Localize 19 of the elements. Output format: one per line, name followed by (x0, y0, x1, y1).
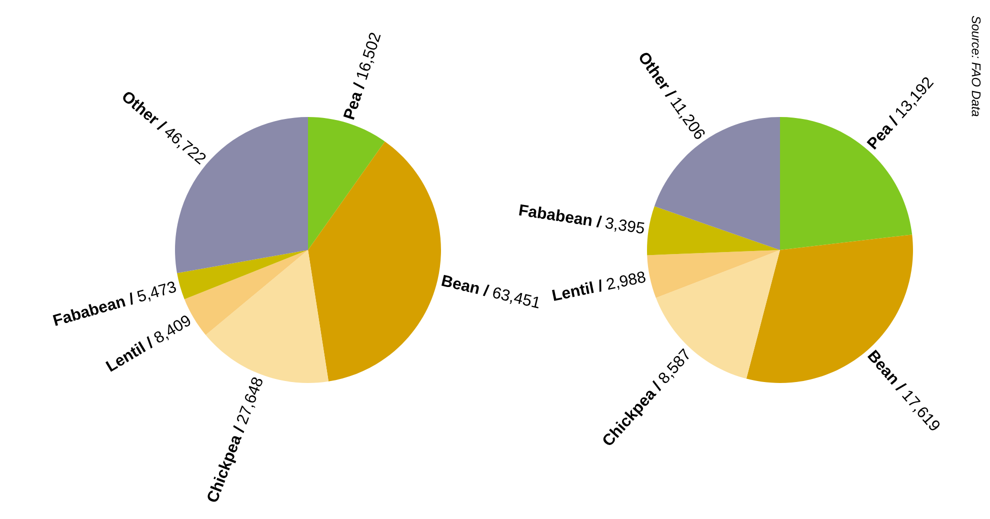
pie-slice (308, 141, 441, 382)
slice-label: Lentil / (552, 279, 604, 302)
data-label: 8,409 (152, 314, 193, 346)
data-label: 5,473 (136, 280, 178, 304)
pie-slice (647, 250, 780, 298)
slice-label: Pea / (342, 82, 366, 120)
pie-slice (746, 234, 913, 383)
data-label: 16,502 (356, 32, 383, 81)
slice-label: Fababean / (519, 204, 602, 228)
slice-label: Bean / (441, 274, 490, 297)
data-label: 27,648 (236, 376, 266, 426)
data-label: 63,451 (492, 286, 541, 310)
source-note: Source: FAO Data (972, 16, 981, 116)
pie-slice (780, 117, 912, 250)
data-label: 3,395 (604, 217, 645, 236)
pie-slice (177, 250, 308, 300)
pie-slice (647, 206, 780, 256)
slice-label: Pea / (866, 114, 900, 150)
data-label: 2,988 (606, 270, 646, 292)
